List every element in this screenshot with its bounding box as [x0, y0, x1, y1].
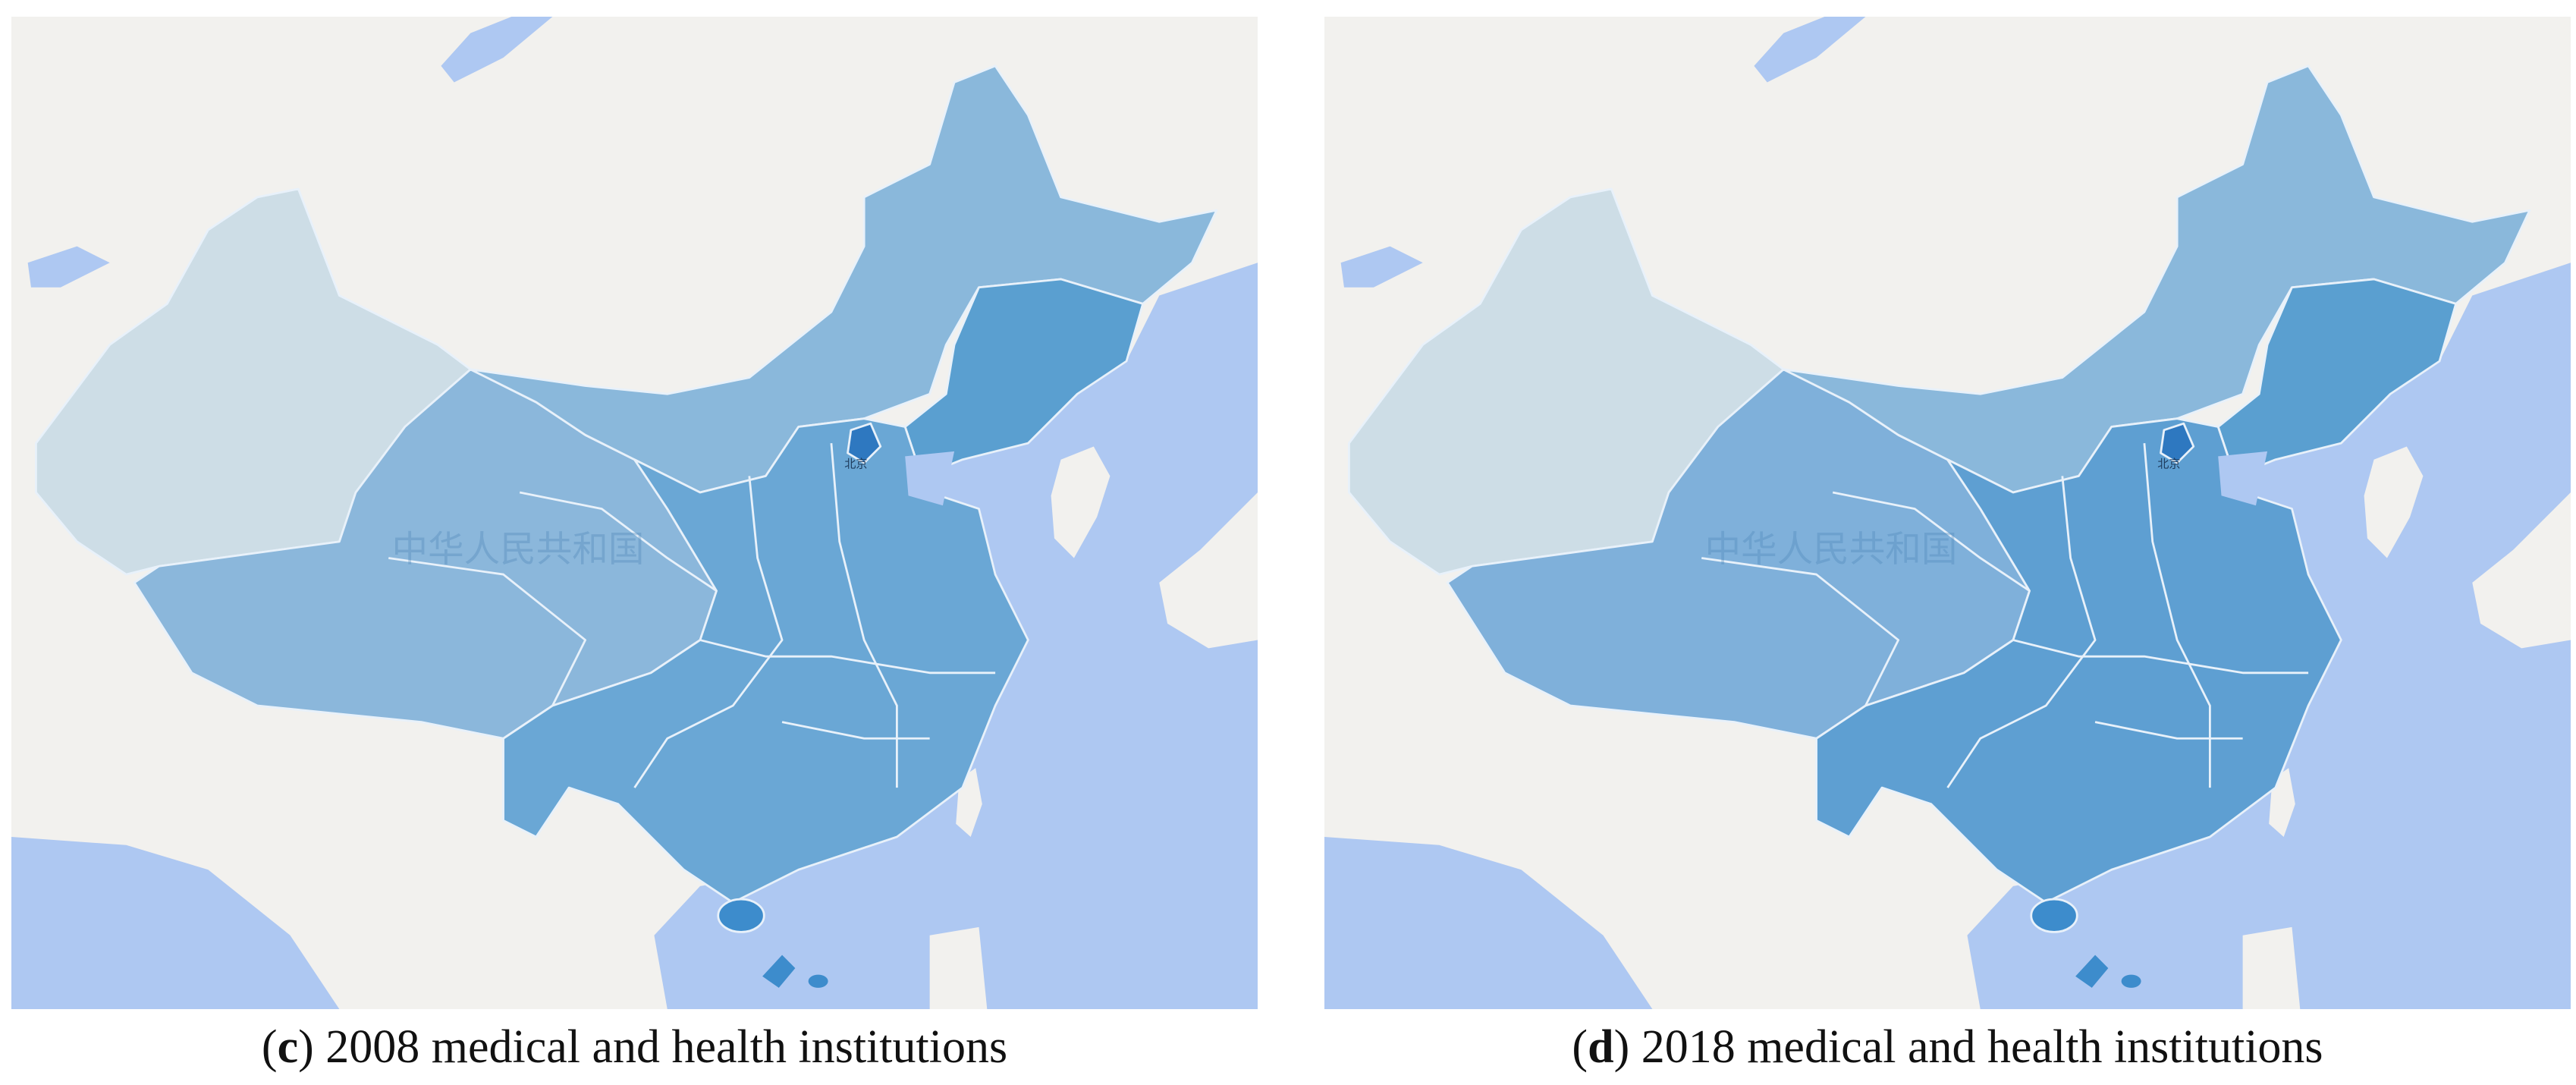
watermark: 中华人民共和国: [392, 529, 645, 571]
watermark: 中华人民共和国: [1705, 529, 1958, 571]
map-panel: 中华人民共和国 北京: [11, 17, 1258, 1009]
caption-text: ) 2018 medical and health institutions: [1613, 1021, 2323, 1073]
caption-open: (: [261, 1021, 278, 1073]
map-shapes: [11, 17, 1258, 1009]
map-panel: 中华人民共和国 北京: [1324, 17, 2571, 1009]
caption: (c) 2008 medical and health institutions: [11, 1021, 1258, 1074]
city-label: 北京: [844, 458, 867, 471]
caption-open: (: [1572, 1021, 1588, 1073]
caption: (d) 2018 medical and health institutions: [1324, 1021, 2571, 1074]
caption-letter: d: [1588, 1021, 1614, 1073]
caption-letter: c: [277, 1021, 299, 1073]
caption-text: ) 2008 medical and health institutions: [298, 1021, 1008, 1073]
city-label: 北京: [2157, 458, 2180, 471]
map-shapes: [1324, 17, 2571, 1009]
